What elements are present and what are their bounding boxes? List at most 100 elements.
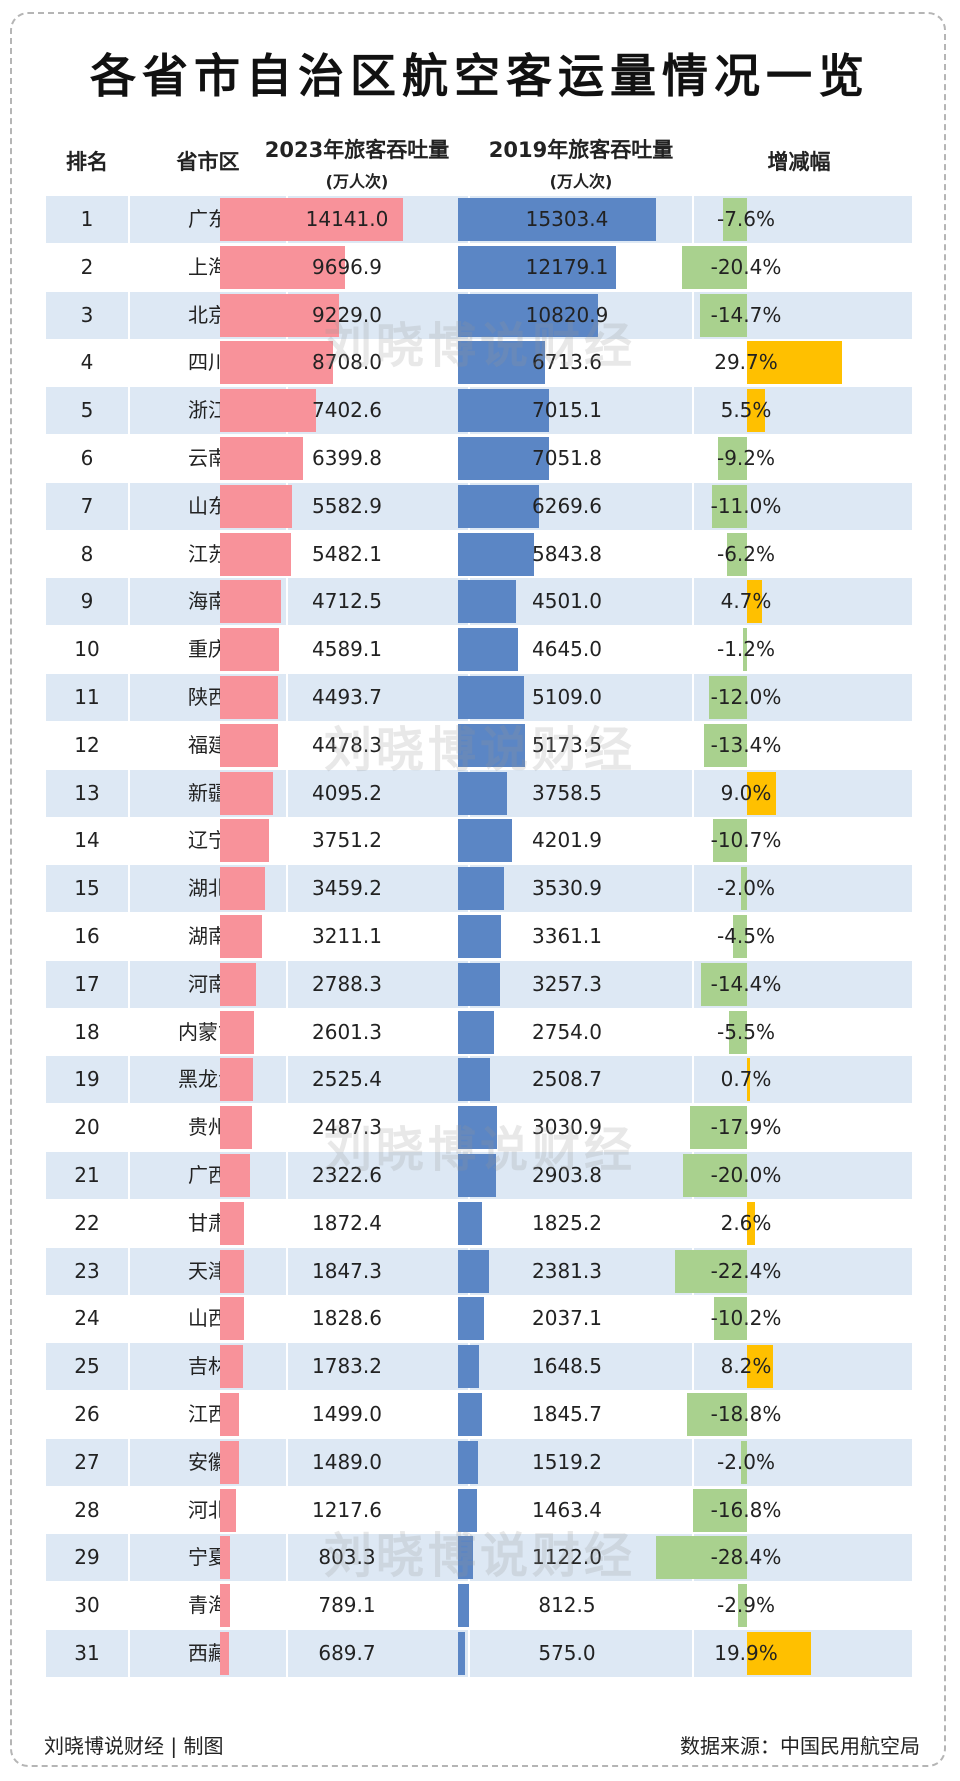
change-bar-negative	[727, 532, 747, 576]
header-2019: 2019年旅客吞吐量 (万人次)	[470, 134, 692, 192]
column-separator	[692, 387, 694, 435]
change-bar-positive	[747, 1632, 811, 1675]
bar-2023	[220, 293, 340, 337]
column-separator	[286, 1391, 288, 1438]
bar-2019	[458, 1297, 485, 1341]
value-2023-label: 1217.6	[312, 1497, 382, 1522]
column-separator	[128, 482, 130, 530]
header-rank: 排名	[46, 146, 128, 176]
value-2023-label: 1489.0	[312, 1449, 382, 1474]
value-2023-label: 4478.3	[312, 732, 382, 757]
value-2019-label: 4201.9	[532, 828, 602, 853]
change-label: 0.7%	[720, 1067, 772, 1092]
table-row: 13 新疆 4095.2 3758.5 9.0%	[46, 769, 912, 817]
column-separator	[128, 530, 130, 578]
column-separator	[286, 817, 288, 865]
rank-cell: 18	[74, 1019, 100, 1044]
table-row: 28 河北 1217.6 1463.4 -16.8%	[46, 1486, 912, 1534]
column-separator	[128, 435, 130, 482]
column-separator	[286, 578, 288, 626]
change-bar-negative	[737, 1584, 747, 1628]
value-2023-label: 3459.2	[312, 876, 382, 901]
column-separator	[468, 1582, 470, 1630]
change-label: -28.4%	[710, 1545, 782, 1570]
bar-2019	[458, 676, 525, 719]
bar-2019	[458, 389, 549, 433]
change-bar-negative	[712, 819, 747, 863]
value-2023-label: 6399.8	[312, 446, 382, 470]
rank-cell: 13	[74, 780, 100, 805]
bar-2023	[220, 915, 262, 958]
rank-cell: 19	[74, 1067, 100, 1092]
column-separator	[692, 1008, 694, 1056]
bar-2019	[458, 867, 504, 911]
column-separator	[286, 1630, 288, 1677]
bar-2023	[220, 628, 280, 672]
column-separator	[286, 960, 288, 1008]
value-2023-label: 803.3	[318, 1545, 376, 1570]
header-change: 增减幅	[686, 146, 912, 176]
bar-2019	[458, 1536, 473, 1580]
column-separator	[128, 626, 130, 674]
change-bar-negative	[700, 962, 747, 1006]
value-2019-label: 5173.5	[532, 732, 602, 757]
column-separator	[692, 196, 694, 243]
table-row: 15 湖北 3459.2 3530.9 -2.0%	[46, 865, 912, 913]
rank-cell: 7	[80, 493, 94, 518]
rank-cell: 9	[80, 589, 94, 614]
value-2023-label: 2487.3	[312, 1115, 382, 1140]
value-2023-label: 1499.0	[312, 1402, 382, 1426]
value-2023-label: 4589.1	[312, 637, 382, 662]
column-separator	[128, 578, 130, 626]
table-row: 11 陕西 4493.7 5109.0 -12.0%	[46, 674, 912, 721]
bar-2019	[458, 484, 540, 528]
column-separator	[128, 1104, 130, 1152]
column-separator	[692, 1295, 694, 1343]
column-separator	[128, 196, 130, 243]
table-row: 9 海南 4712.5 4501.0 4.7%	[46, 578, 912, 626]
change-label: 9.0%	[720, 780, 772, 805]
column-separator	[286, 1247, 288, 1295]
table-row: 5 浙江 7402.6 7015.1 5.5%	[46, 387, 912, 435]
bar-2019	[458, 819, 513, 863]
rank-cell: 23	[74, 1258, 100, 1283]
column-separator	[692, 769, 694, 817]
column-separator	[286, 865, 288, 913]
bar-2023	[220, 245, 346, 289]
column-separator	[692, 913, 694, 960]
rank-cell: 29	[74, 1545, 100, 1570]
bar-2023	[220, 867, 265, 911]
value-2023-label: 1783.2	[312, 1354, 382, 1379]
rank-cell: 5	[80, 398, 94, 423]
change-bar-negative	[689, 1106, 747, 1150]
column-separator	[286, 721, 288, 769]
column-separator	[128, 291, 130, 339]
change-bar-negative	[711, 484, 747, 528]
change-label: -14.4%	[710, 971, 782, 996]
change-label: -20.4%	[710, 254, 782, 279]
watermark-4: 刘晓博说财经	[323, 1528, 636, 1584]
column-separator	[286, 913, 288, 960]
column-separator	[128, 339, 130, 387]
bar-2019	[458, 962, 501, 1006]
value-2023-label: 3211.1	[312, 924, 382, 948]
change-label: 8.2%	[720, 1354, 772, 1379]
column-separator	[692, 865, 694, 913]
table-row: 12 福建 4478.3 5173.5 -13.4%	[46, 721, 912, 769]
bar-2019	[458, 1010, 494, 1054]
column-separator	[286, 1008, 288, 1056]
bar-2023	[220, 484, 293, 528]
value-2019-label: 1122.0	[532, 1545, 602, 1570]
rank-cell: 2	[80, 254, 94, 279]
change-bar-positive	[747, 389, 765, 433]
table-row: 25 吉林 1783.2 1648.5 8.2%	[46, 1343, 912, 1391]
value-2019-label: 1825.2	[532, 1210, 602, 1235]
bar-2019	[458, 915, 502, 958]
column-separator	[286, 1295, 288, 1343]
bar-2019	[458, 1201, 482, 1245]
value-2019-label: 3257.3	[532, 971, 602, 996]
change-bar-positive	[747, 1201, 756, 1245]
change-bar-positive	[747, 341, 843, 385]
table-row: 8 江苏 5482.1 5843.8 -6.2%	[46, 530, 912, 578]
change-label: -2.0%	[716, 876, 776, 901]
